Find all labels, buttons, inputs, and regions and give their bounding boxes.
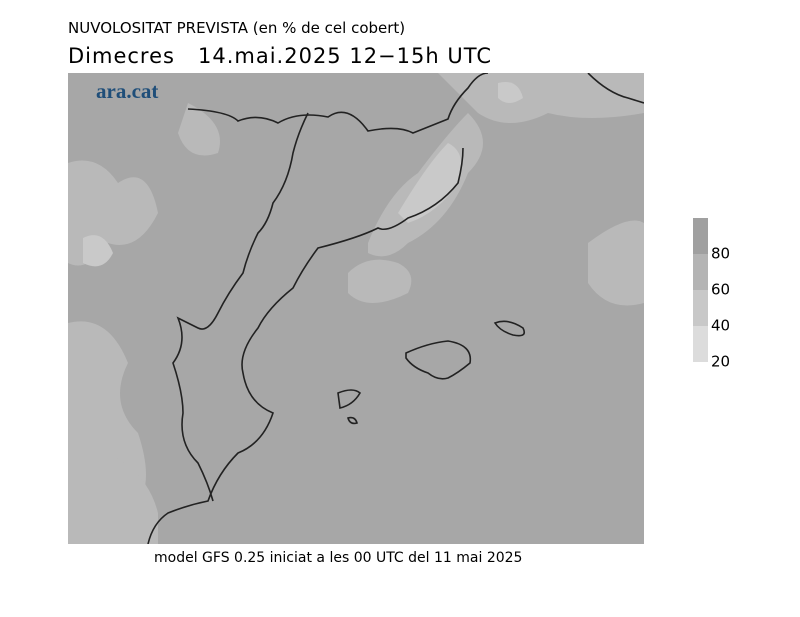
legend-swatch	[693, 218, 708, 254]
map: ara.cat	[68, 73, 644, 544]
legend-label: 80	[711, 245, 730, 263]
cloud-areas-light	[83, 82, 523, 267]
map-background	[68, 73, 644, 544]
legend-swatch	[693, 290, 708, 326]
legend-swatch	[693, 326, 708, 362]
map-footer: model GFS 0.25 iniciat a les 00 UTC del …	[154, 550, 523, 566]
legend-swatch	[693, 254, 708, 290]
map-title: NUVOLOSITAT PREVISTA (en % de cel cobert…	[68, 19, 406, 37]
legend-label: 40	[711, 317, 730, 335]
coastlines	[147, 73, 644, 544]
legend-label: 60	[711, 281, 730, 299]
logo: ara.cat	[96, 79, 158, 103]
legend-label: 20	[711, 353, 730, 371]
map-subtitle: Dimecres 14.mai.2025 12−15h UTC	[68, 44, 492, 68]
legend: 20 40 60 80	[693, 218, 730, 371]
